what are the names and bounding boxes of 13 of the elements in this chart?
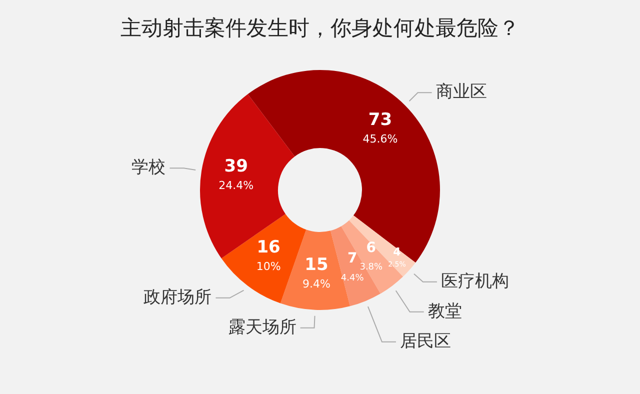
slice-label: 居民区 [400,331,451,352]
slice-label: 露天场所 [228,317,296,338]
slice-label: 学校 [132,158,166,178]
slice-label: 商业区 [436,82,487,102]
chart-title: 主动射击案件发生时，你身处何处最危险？ [120,15,520,42]
data-label: 15 9.4% [302,254,330,290]
slice-label: 政府场所 [144,287,212,308]
data-label: 73 45.6% [362,110,398,146]
data-label: 6 3.8% [360,240,384,273]
slice-label: 教堂 [428,301,462,322]
slice-label: 医疗机构 [440,271,509,292]
data-label: 39 24.4% [218,156,254,192]
data-label: 16 10% [256,238,281,274]
